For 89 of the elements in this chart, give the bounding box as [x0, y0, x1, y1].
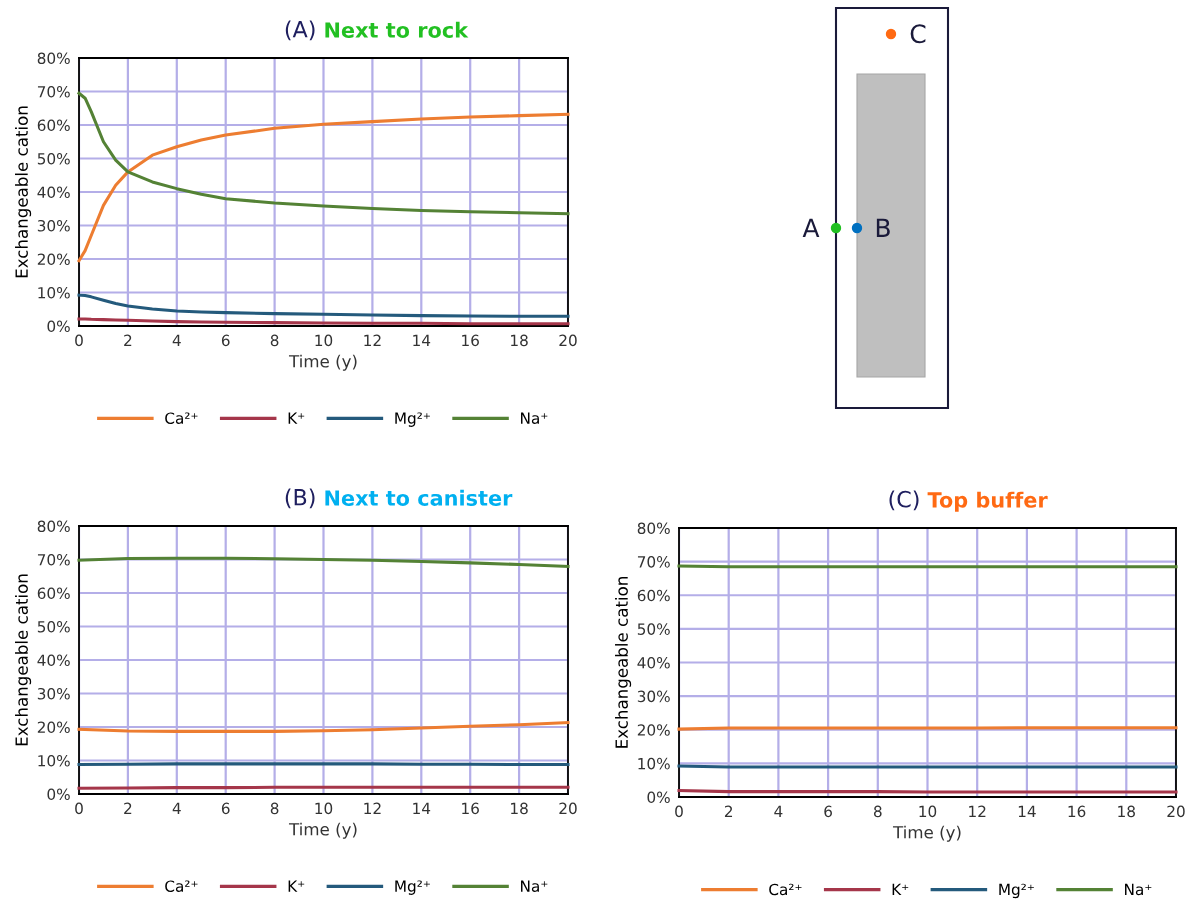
y-tick-label: 50% [637, 623, 670, 635]
y-tick-label: 0% [47, 788, 70, 801]
x-tick-label: 16 [1068, 805, 1086, 818]
legend-label: Mg²⁺ [999, 883, 1034, 899]
line-series [77, 556, 570, 569]
legend-label: Na⁺ [521, 880, 548, 892]
y-tick-label: 60% [37, 119, 70, 132]
y-tick-label: 80% [37, 52, 70, 65]
legend-label: Ca²⁺ [165, 880, 198, 892]
legend-label: Na⁺ [1125, 883, 1152, 896]
x-tick-label: 6 [824, 805, 832, 818]
line-series [77, 112, 570, 263]
x-tick-label: 6 [221, 334, 230, 347]
y-tick-label: 20% [637, 724, 670, 736]
x-tick-label: 12 [969, 805, 986, 817]
legend-label: K⁺ [288, 412, 305, 424]
x-tick-label: 4 [172, 802, 181, 814]
y-tick-label: 30% [637, 690, 670, 703]
text: C [910, 24, 926, 44]
x-tick-label: 20 [559, 802, 577, 815]
y-tick-label: 20% [37, 721, 70, 734]
y-axis-title: Exchangeable cation [615, 577, 632, 748]
x-axis-title: Time (y) [288, 822, 357, 839]
y-tick-label: 20% [37, 253, 70, 266]
y-tick-label: 0% [647, 791, 670, 804]
legend-label: K⁺ [892, 883, 909, 895]
y-axis-title: Exchangeable cation [15, 106, 32, 278]
x-tick-label: 18 [511, 334, 528, 347]
x-axis-title: Time (y) [288, 354, 357, 371]
y-tick-label: 0% [47, 320, 70, 333]
legend-label: Mg²⁺ [395, 880, 430, 895]
x-tick-label: 14 [413, 334, 431, 346]
y-tick-label: 70% [37, 553, 70, 566]
x-tick-label: 10 [919, 805, 937, 818]
x-tick-label: 4 [774, 805, 783, 817]
legend-label: K⁺ [288, 880, 305, 892]
x-tick-label: 2 [124, 334, 132, 346]
x-tick-label: 14 [413, 802, 431, 814]
x-tick-label: 0 [675, 805, 683, 818]
x-tick-label: 20 [559, 334, 577, 347]
chart-title: (C) Top buffer [889, 490, 1048, 512]
legend-label: Ca²⁺ [769, 883, 802, 896]
x-tick-label: 8 [270, 334, 279, 347]
x-tick-label: 4 [172, 334, 181, 346]
x-axis-title: Time (y) [892, 825, 961, 842]
y-tick-label: 40% [37, 654, 70, 667]
legend-label: Ca²⁺ [165, 412, 198, 424]
x-tick-label: 2 [724, 805, 733, 817]
y-tick-label: 50% [37, 152, 70, 165]
y-tick-label: 10% [638, 757, 670, 770]
legend-label: Mg²⁺ [395, 412, 430, 427]
y-tick-label: 30% [37, 219, 70, 232]
x-tick-label: 6 [221, 802, 230, 815]
x-tick-label: 20 [1167, 805, 1185, 818]
y-axis-title: Exchangeable cation [15, 574, 32, 746]
chart-title: (B) Next to canister [285, 488, 513, 509]
x-tick-label: 12 [364, 802, 381, 814]
x-tick-label: 12 [364, 334, 381, 346]
y-tick-label: 70% [37, 85, 70, 98]
line-series [77, 91, 570, 216]
x-tick-label: 0 [75, 802, 83, 815]
y-tick-label: 30% [37, 687, 70, 700]
legend-label: Na⁺ [521, 412, 548, 424]
y-tick-label: 50% [37, 620, 70, 633]
y-tick-label: 40% [637, 656, 670, 669]
y-tick-label: 60% [37, 587, 70, 600]
x-tick-label: 8 [270, 802, 279, 815]
x-tick-label: 10 [315, 802, 333, 815]
x-tick-label: 2 [124, 802, 132, 814]
y-tick-label: 10% [38, 286, 70, 299]
y-tick-label: 40% [37, 186, 70, 199]
text: B [876, 218, 890, 237]
x-tick-label: 14 [1018, 805, 1036, 817]
line-series [77, 293, 570, 318]
x-tick-label: 16 [462, 334, 479, 347]
chart-title: (A) Next to rock [285, 20, 469, 41]
y-tick-label: 70% [637, 556, 670, 568]
x-tick-label: 8 [873, 805, 882, 818]
y-tick-label: 80% [637, 522, 670, 535]
y-tick-label: 80% [37, 520, 70, 533]
y-tick-label: 10% [38, 754, 70, 767]
y-tick-label: 60% [637, 589, 670, 602]
x-tick-label: 10 [315, 334, 333, 347]
text: A [802, 218, 820, 237]
x-tick-label: 18 [511, 802, 528, 815]
x-tick-label: 0 [75, 334, 83, 347]
line-series [77, 721, 570, 733]
x-tick-label: 16 [462, 802, 479, 815]
x-tick-label: 18 [1118, 805, 1135, 818]
